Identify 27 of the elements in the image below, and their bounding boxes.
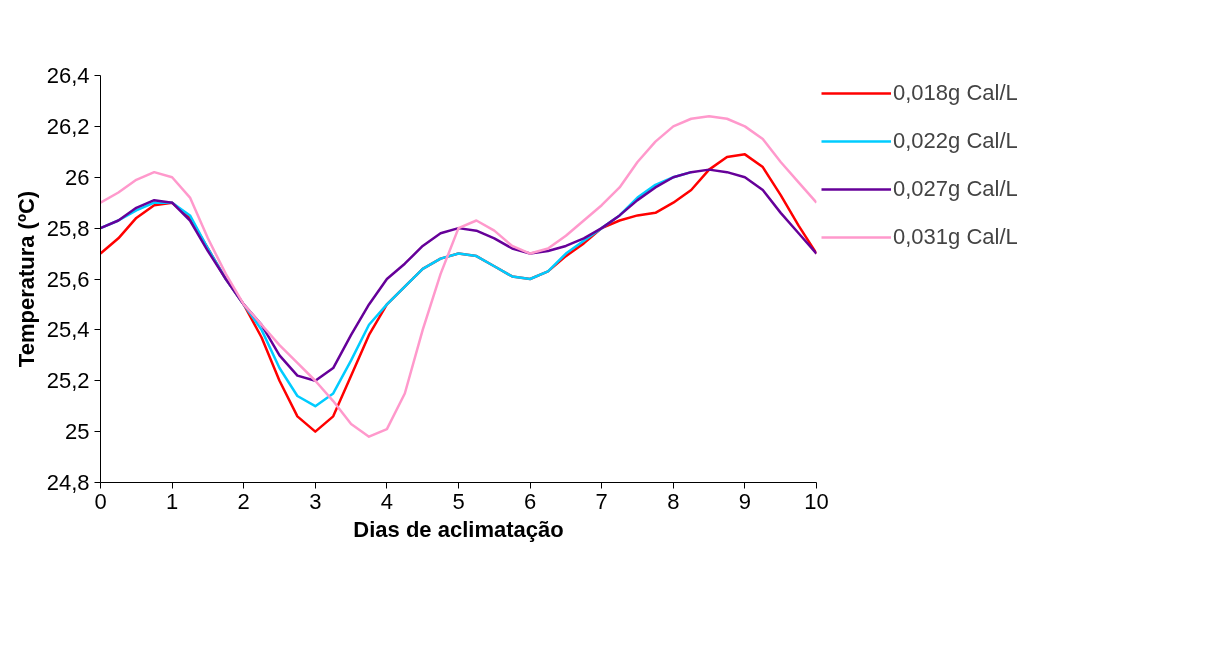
x-tick-label: 3 <box>309 488 322 514</box>
x-tick-label: 7 <box>595 488 608 514</box>
y-tick-label: 26,4 <box>46 63 90 88</box>
y-axis-title: Temperatura (ºC) <box>13 190 39 368</box>
x-tick-label: 8 <box>667 488 680 514</box>
x-tick-label: 0 <box>94 488 107 514</box>
x-tick-label: 10 <box>804 488 829 514</box>
legend-label: 0,027g Cal/L <box>893 176 1018 202</box>
y-tick-label: 26,2 <box>46 113 90 139</box>
y-tick-label: 25,8 <box>46 215 90 241</box>
legend-label: 0,031g Cal/L <box>893 224 1018 250</box>
x-tick-label: 2 <box>237 488 250 514</box>
x-axis-title: Dias de aclimatação <box>353 516 564 542</box>
legend-label: 0,022g Cal/L <box>893 128 1018 154</box>
x-tick-label: 9 <box>738 488 752 514</box>
y-tick-label: 25,4 <box>46 317 90 343</box>
x-tick-label: 5 <box>452 488 465 514</box>
y-tick-label: 25,6 <box>46 266 90 292</box>
legend-label: 0,018g Cal/L <box>893 80 1018 106</box>
y-tick-label: 25,2 <box>46 368 90 394</box>
line-series <box>100 168 817 382</box>
x-tick-label: 1 <box>165 488 179 514</box>
x-tick-label: 6 <box>523 488 537 514</box>
x-tick-label: 4 <box>380 488 394 514</box>
y-tick-label: 26 <box>65 164 90 190</box>
y-tick-label: 25 <box>65 419 90 445</box>
y-tick-label: 24,8 <box>46 470 90 495</box>
